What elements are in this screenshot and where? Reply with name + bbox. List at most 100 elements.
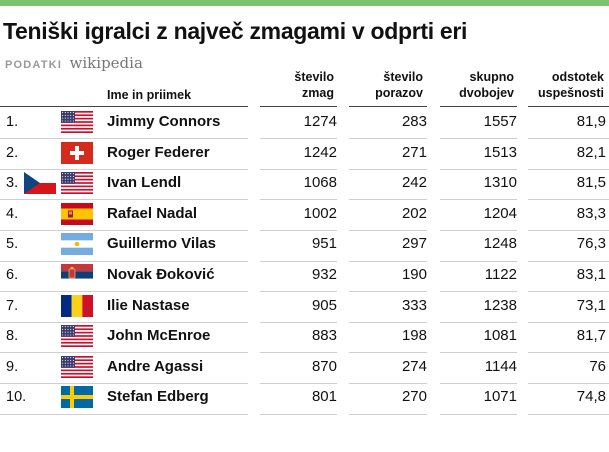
row-separator — [528, 413, 609, 415]
row-separator — [528, 260, 609, 262]
pct-cell: 76,3 — [576, 235, 606, 253]
source-label: PODATKI — [5, 59, 63, 71]
row-separator — [528, 382, 609, 384]
losses-cell: 190 — [401, 266, 427, 283]
row-separator — [260, 382, 337, 384]
wins-cell: 801 — [311, 388, 337, 406]
sweden-flag-icon — [61, 386, 93, 409]
rank-cell: 4. — [6, 205, 19, 222]
total-cell: 1204 — [483, 204, 517, 222]
row-separator — [0, 352, 248, 354]
table-row: 7. Ilie Nastase 905 333 1238 73,1 — [0, 292, 609, 322]
table-title: Teniški igralci z največ zmagami v odprt… — [3, 18, 468, 44]
row-separator — [349, 291, 427, 293]
row-separator — [349, 382, 427, 384]
row-separator — [440, 229, 517, 231]
rank-cell: 1. — [6, 114, 19, 130]
usa-flag-icon — [61, 355, 93, 378]
usa-flag-icon — [61, 325, 93, 348]
pct-cell: 73,1 — [576, 296, 606, 314]
total-cell: 1071 — [483, 388, 517, 406]
table-row: 10. Stefan Edberg 801 270 1071 74,8 — [0, 383, 609, 413]
row-separator — [0, 382, 248, 384]
total-cell: 1310 — [483, 174, 517, 192]
rank-cell: 5. — [6, 236, 19, 253]
row-separator — [349, 260, 427, 262]
rank-cell: 2. — [6, 144, 19, 161]
usa-flag-icon — [61, 111, 93, 133]
pct-cell: 81,5 — [576, 174, 606, 192]
total-cell: 1144 — [484, 357, 517, 375]
row-separator — [349, 229, 427, 231]
pct-cell: 83,1 — [576, 266, 606, 283]
row-separator — [440, 382, 517, 384]
header-pct: odstotek uspešnosti — [538, 70, 604, 100]
table-row: 2. Roger Federer 1242 271 1513 82,1 — [0, 139, 609, 169]
row-separator — [528, 168, 609, 170]
row-separator — [440, 260, 517, 262]
top-accent-bar — [0, 0, 609, 6]
table-row: 8. John McEnroe 883 198 1081 81,7 — [0, 322, 609, 352]
row-separator — [440, 199, 517, 201]
argentina-flag-icon — [61, 233, 93, 256]
pct-cell: 82,1 — [576, 143, 606, 161]
losses-cell: 283 — [401, 113, 427, 130]
spain-flag-icon — [61, 202, 93, 225]
table-row: 5. Guillermo Vilas 951 297 1248 76,3 — [0, 230, 609, 260]
losses-cell: 270 — [401, 388, 427, 406]
losses-cell: 242 — [401, 174, 427, 192]
header-rule-wins — [260, 106, 337, 107]
row-separator — [440, 352, 517, 354]
player-name-cell: Ivan Lendl — [107, 174, 182, 192]
pct-cell: 81,7 — [576, 327, 606, 345]
czech-flag-icon — [24, 172, 56, 195]
losses-cell: 333 — [401, 296, 427, 314]
row-separator — [260, 168, 337, 170]
rank-cell: 3. — [6, 175, 19, 192]
rank-cell: 6. — [6, 267, 19, 283]
losses-cell: 271 — [401, 143, 427, 161]
row-separator — [0, 321, 248, 323]
total-cell: 1081 — [483, 327, 517, 345]
wins-cell: 1274 — [303, 113, 337, 130]
row-separator — [0, 260, 248, 262]
usa-flag-icon — [61, 172, 93, 195]
row-separator — [528, 321, 609, 323]
row-separator — [528, 138, 609, 140]
player-name-cell: Novak Đoković — [107, 266, 215, 283]
player-name-cell: Ilie Nastase — [107, 296, 190, 314]
total-cell: 1557 — [483, 113, 517, 130]
pct-cell: 74,8 — [576, 388, 606, 406]
row-separator — [260, 229, 337, 231]
player-name-cell: Andre Agassi — [107, 357, 204, 375]
rank-cell: 9. — [6, 358, 19, 375]
row-separator — [440, 168, 517, 170]
player-name-cell: John McEnroe — [107, 327, 211, 345]
source-line: PODATKI wikipedia — [5, 54, 143, 73]
rank-cell: 8. — [6, 328, 19, 345]
row-separator — [260, 199, 337, 201]
table-row: 1. Jimmy Connors 1274 283 1557 81,9 — [0, 108, 609, 138]
header-rule-name — [0, 106, 248, 107]
player-name-cell: Jimmy Connors — [107, 113, 221, 130]
total-cell: 1248 — [483, 235, 517, 253]
row-separator — [260, 321, 337, 323]
header-rule-pct — [528, 106, 609, 107]
switzerland-flag-icon — [61, 141, 93, 164]
wins-cell: 932 — [311, 266, 337, 283]
wins-cell: 951 — [311, 235, 337, 253]
row-separator — [349, 321, 427, 323]
total-cell: 1513 — [483, 143, 517, 161]
row-separator — [349, 413, 427, 415]
row-separator — [349, 138, 427, 140]
row-separator — [349, 352, 427, 354]
row-separator — [349, 168, 427, 170]
rank-cell: 10. — [6, 389, 27, 406]
header-total: skupno dvobojev — [459, 70, 514, 100]
table-row: 9. Andre Agassi 870 274 1144 76 — [0, 353, 609, 383]
romania-flag-icon — [61, 294, 93, 317]
row-separator — [528, 352, 609, 354]
player-name-cell: Stefan Edberg — [107, 388, 209, 406]
losses-cell: 198 — [401, 327, 427, 345]
header-losses: število porazov — [375, 70, 423, 100]
